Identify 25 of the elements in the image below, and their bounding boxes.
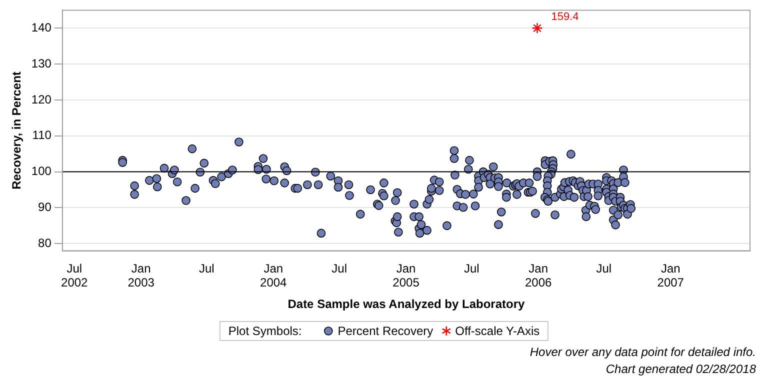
x-axis-title: Date Sample was Analyzed by Laboratory xyxy=(288,297,526,312)
y-tick-label: 90 xyxy=(38,200,52,214)
y-tick-label: 100 xyxy=(31,164,52,178)
y-tick-label: 80 xyxy=(38,236,52,250)
x-tick-label: Jul xyxy=(464,261,480,276)
x-tick-label: Jan 2004 xyxy=(260,261,288,290)
text: Hover over any data point for detailed info. xyxy=(530,344,756,361)
legend-label: Off-scale Y-Axis xyxy=(455,324,540,338)
y-tick-label: 120 xyxy=(31,92,52,106)
x-tick-label: Jul 2002 xyxy=(61,261,88,290)
x-tick-label: Jul xyxy=(332,261,348,276)
x-tick-label: Jul xyxy=(199,261,214,276)
y-tick-label: 130 xyxy=(31,56,52,70)
y-axis-title: Recovery, in Percent xyxy=(10,72,24,190)
y-tick-label: 110 xyxy=(32,128,52,142)
annotation: 159.4 xyxy=(551,11,579,24)
y-tick-label: 140 xyxy=(31,20,52,34)
x-tick-label: Jan 2003 xyxy=(128,261,155,290)
legend-title: Plot Symbols: xyxy=(228,324,302,338)
x-tick-label: Jul xyxy=(596,261,612,276)
x-tick-label: Jan 2007 xyxy=(657,261,684,290)
legend-label: Percent Recovery xyxy=(338,324,434,338)
x-tick-label: Jan 2005 xyxy=(392,261,420,290)
x-tick-label: Jan 2006 xyxy=(524,261,552,290)
text: Chart generated 02/28/2018 xyxy=(604,361,756,378)
